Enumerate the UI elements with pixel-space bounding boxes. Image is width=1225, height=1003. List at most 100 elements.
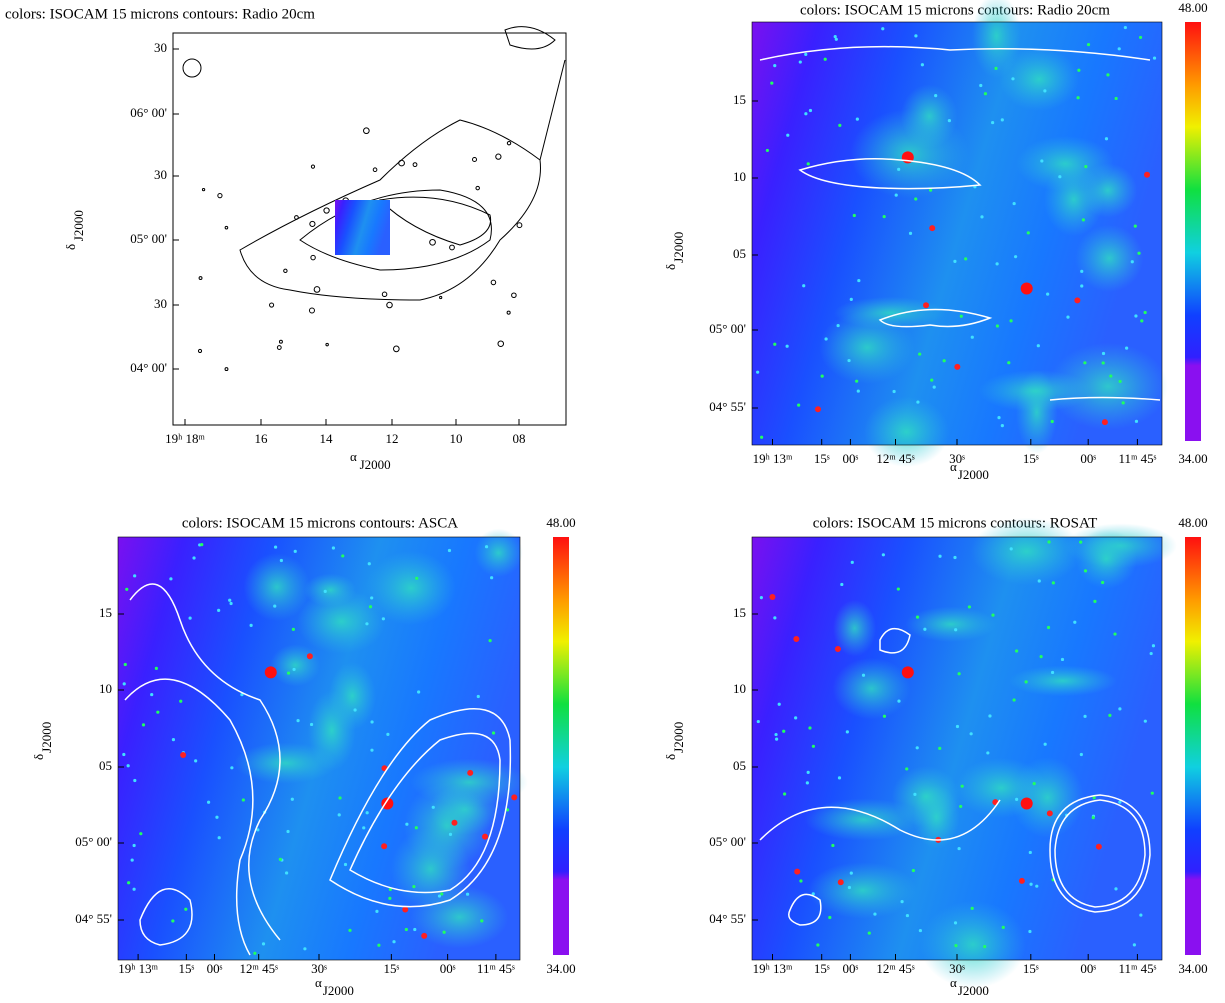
source	[881, 553, 885, 557]
source	[773, 342, 777, 346]
source	[123, 662, 127, 667]
source	[1047, 540, 1051, 544]
contour-spot	[308, 307, 315, 314]
emission	[833, 599, 877, 657]
source	[490, 576, 494, 580]
source	[171, 738, 176, 742]
source	[480, 919, 484, 923]
source	[794, 716, 798, 720]
y-tick-label: 30	[154, 296, 167, 311]
source	[331, 546, 336, 550]
contour-spot	[439, 295, 443, 300]
emission	[1048, 342, 1168, 430]
x-tick-label: 00ˢ	[440, 961, 456, 976]
source	[132, 843, 136, 848]
contour-spot	[313, 286, 321, 293]
source	[824, 337, 828, 341]
source	[1117, 47, 1121, 51]
source	[293, 549, 297, 553]
source	[1080, 284, 1084, 288]
source	[840, 582, 844, 587]
contour-spot	[511, 292, 517, 299]
source	[1137, 251, 1141, 255]
x-tick-label: 19ʰ 13ᵐ	[118, 961, 158, 976]
source	[1043, 742, 1047, 746]
source	[1138, 35, 1143, 40]
source	[934, 93, 938, 98]
source	[1101, 580, 1105, 585]
contour	[788, 893, 822, 926]
x-tick-label: 00ˢ	[1080, 961, 1096, 976]
emission	[819, 311, 916, 384]
source	[261, 942, 266, 946]
source	[188, 616, 192, 620]
x-tick-label: 00ˢ	[1080, 451, 1096, 466]
y-tick-label: 06° 00'	[130, 105, 167, 120]
source	[465, 892, 470, 896]
source	[362, 826, 366, 830]
y-tick-label: 15	[733, 605, 746, 620]
source	[417, 690, 421, 694]
contour	[539, 59, 566, 161]
source	[448, 832, 453, 836]
source	[1114, 96, 1118, 101]
source	[814, 406, 821, 413]
source	[1046, 810, 1053, 817]
source	[838, 123, 842, 127]
contour-spot	[449, 244, 455, 251]
source	[285, 871, 289, 875]
emission	[891, 766, 960, 828]
contour	[129, 583, 281, 941]
source	[997, 415, 1001, 420]
source	[491, 731, 496, 735]
emission	[832, 657, 911, 720]
source	[959, 314, 963, 318]
source	[915, 746, 919, 750]
source	[415, 576, 419, 580]
source	[970, 335, 974, 339]
source	[816, 943, 820, 947]
source	[303, 947, 307, 951]
source	[897, 699, 901, 703]
y-tick-label: 04° 55'	[709, 399, 746, 414]
bright-source	[901, 666, 914, 679]
x-tick-label: 30ˢ	[311, 961, 327, 976]
source	[1101, 419, 1108, 426]
source	[1012, 698, 1016, 702]
contour-spot	[276, 345, 282, 350]
source	[1130, 260, 1134, 264]
x-label-subscript: J2000	[323, 983, 354, 998]
source	[279, 558, 283, 563]
source	[954, 363, 961, 370]
source	[1012, 201, 1016, 206]
source	[484, 545, 489, 549]
source	[368, 605, 373, 609]
source	[1001, 925, 1005, 929]
source	[1024, 680, 1028, 684]
source	[381, 843, 388, 850]
source	[970, 906, 974, 910]
contour	[239, 119, 541, 301]
source	[421, 932, 428, 939]
emission	[1010, 756, 1084, 838]
source	[341, 554, 345, 558]
source	[1074, 297, 1081, 304]
source	[154, 666, 158, 670]
source	[938, 746, 942, 750]
source	[881, 27, 885, 31]
contour-spot	[516, 222, 523, 229]
source	[386, 732, 390, 737]
x-tick-label: 00ˢ	[843, 451, 859, 466]
source	[402, 906, 409, 913]
contour	[299, 189, 492, 271]
emission	[270, 644, 321, 687]
source	[306, 653, 313, 660]
source	[914, 34, 918, 38]
source	[855, 379, 859, 383]
source	[1060, 657, 1065, 662]
source	[1028, 850, 1032, 855]
source	[476, 694, 480, 699]
source	[1009, 547, 1013, 551]
